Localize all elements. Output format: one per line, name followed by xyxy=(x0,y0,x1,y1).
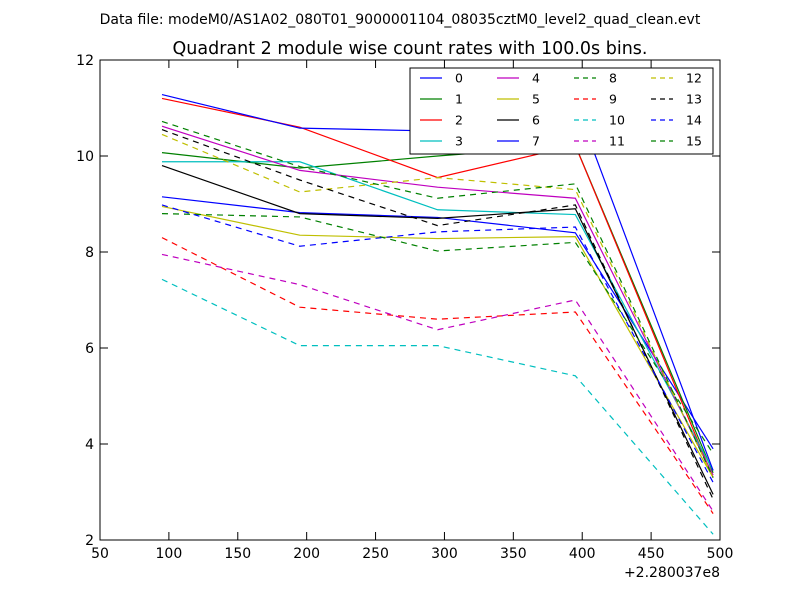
x-tick-label: 250 xyxy=(362,546,389,562)
x-tick-label: 100 xyxy=(156,546,183,562)
series-line-13 xyxy=(161,129,714,500)
x-tick-label: 500 xyxy=(707,546,734,562)
legend-label-11: 11 xyxy=(609,134,625,149)
legend-label-1: 1 xyxy=(455,92,463,107)
legend-label-12: 12 xyxy=(686,71,702,86)
chart-suptitle: Data file: modeM0/AS1A02_080T01_90000011… xyxy=(100,12,701,28)
series-line-15 xyxy=(161,120,714,478)
legend-label-5: 5 xyxy=(532,92,540,107)
legend-box xyxy=(409,67,714,155)
legend-label-10: 10 xyxy=(609,113,625,128)
series-line-2 xyxy=(161,97,714,478)
legend-label-2: 2 xyxy=(455,113,463,128)
x-tick-label: 300 xyxy=(431,546,458,562)
series-line-8 xyxy=(161,213,714,454)
y-tick-label: 10 xyxy=(76,149,94,165)
y-tick-label: 12 xyxy=(76,53,94,69)
series-line-10 xyxy=(161,278,714,535)
legend-label-3: 3 xyxy=(455,134,463,149)
legend-label-13: 13 xyxy=(686,92,702,107)
y-tick-label: 4 xyxy=(85,437,94,453)
series-line-4 xyxy=(161,125,714,476)
x-tick-label: 450 xyxy=(638,546,665,562)
series-line-1 xyxy=(161,144,714,474)
series-line-5 xyxy=(161,205,714,478)
series-line-9 xyxy=(161,237,714,514)
chart-title: Quadrant 2 module wise count rates with … xyxy=(173,39,648,59)
x-tick-label: 400 xyxy=(569,546,596,562)
x-tick-label: 200 xyxy=(293,546,320,562)
legend-label-14: 14 xyxy=(686,113,702,128)
x-tick-label: 150 xyxy=(224,546,251,562)
x-axis: 50 100 150 200 250 300 350 400 450 500 xyxy=(91,60,733,562)
x-tick-label: 350 xyxy=(500,546,527,562)
legend-label-4: 4 xyxy=(532,71,540,86)
legend-label-7: 7 xyxy=(532,134,540,149)
legend-label-6: 6 xyxy=(532,113,540,128)
series-line-14 xyxy=(161,204,714,483)
plot-series xyxy=(161,93,714,535)
y-tick-label: 6 xyxy=(85,341,94,357)
series-line-3 xyxy=(162,161,714,471)
plot-frame xyxy=(99,59,721,541)
x-tick-label: 50 xyxy=(91,546,109,562)
y-tick-label: 2 xyxy=(85,533,94,549)
series-line-11 xyxy=(161,253,714,512)
y-tick-label: 8 xyxy=(85,245,94,261)
legend-label-0: 0 xyxy=(455,71,463,86)
legend-label-9: 9 xyxy=(609,92,617,107)
x-offset-label: +2.280037e8 xyxy=(624,565,720,581)
legend-label-15: 15 xyxy=(686,134,702,149)
series-line-12 xyxy=(161,133,714,478)
legend-label-8: 8 xyxy=(609,71,617,86)
